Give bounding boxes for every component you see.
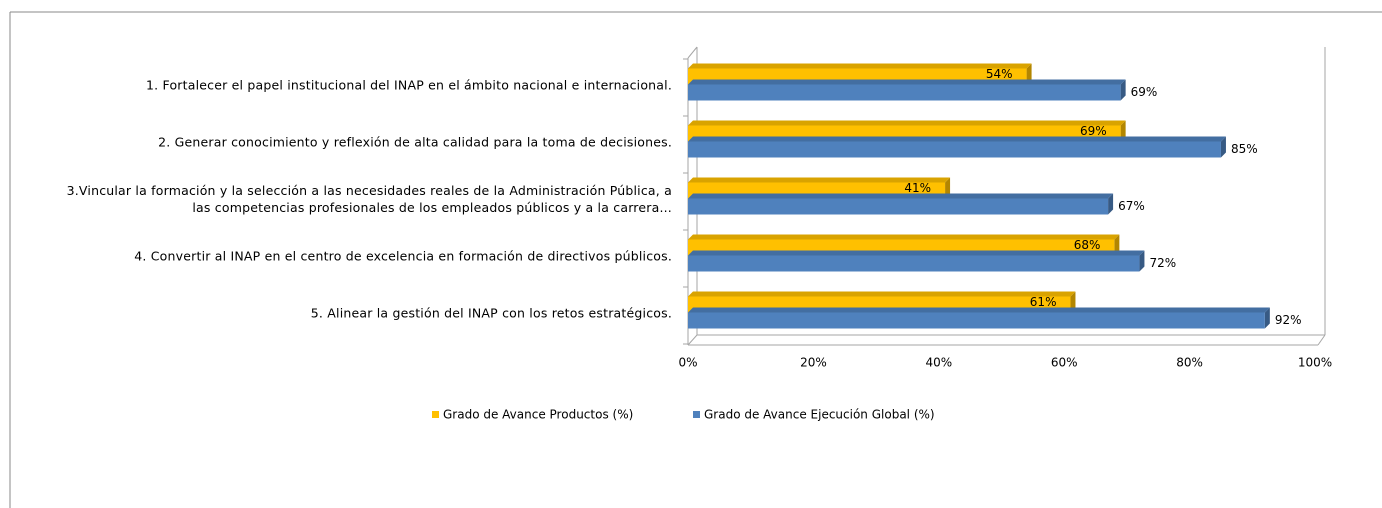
data-label: 92% bbox=[1275, 313, 1302, 327]
bar-side bbox=[1220, 136, 1226, 158]
legend-swatch bbox=[432, 411, 439, 418]
legend-label: Grado de Avance Productos (%) bbox=[443, 408, 633, 422]
data-label: 69% bbox=[1080, 124, 1107, 138]
data-label: 67% bbox=[1118, 199, 1145, 213]
x-tick-label: 60% bbox=[1051, 356, 1078, 370]
bar bbox=[688, 198, 1109, 215]
bar-top bbox=[688, 250, 1145, 256]
data-label: 61% bbox=[1030, 295, 1057, 309]
legend-swatch bbox=[693, 411, 700, 418]
bar bbox=[688, 141, 1221, 158]
bar-side bbox=[1120, 79, 1126, 101]
bar-side bbox=[1026, 63, 1032, 85]
y-tick-label: 4. Convertir al INAP en el centro de exc… bbox=[134, 248, 672, 263]
bar-top bbox=[688, 234, 1120, 240]
bar-side bbox=[945, 177, 951, 199]
bar-side bbox=[1264, 307, 1270, 329]
bar-top bbox=[688, 307, 1270, 313]
bar-side bbox=[1108, 193, 1114, 215]
bar-top bbox=[688, 120, 1126, 126]
data-label: 54% bbox=[986, 67, 1013, 81]
bar-side bbox=[1114, 234, 1120, 256]
x-tick-label: 80% bbox=[1176, 356, 1203, 370]
bar-top bbox=[688, 177, 951, 183]
y-tick-label: 3.Vincular la formación y la selección a… bbox=[66, 182, 672, 215]
legend-label: Grado de Avance Ejecución Global (%) bbox=[704, 408, 935, 422]
bar-top bbox=[688, 291, 1076, 297]
bar-top bbox=[688, 79, 1126, 85]
bar bbox=[688, 84, 1121, 101]
bar-top bbox=[688, 136, 1226, 142]
y-tick-label: 2. Generar conocimiento y reflexión de a… bbox=[158, 134, 672, 149]
bar-side bbox=[1139, 250, 1145, 272]
bar-side bbox=[1120, 120, 1126, 142]
data-label: 69% bbox=[1131, 85, 1158, 99]
x-tick-label: 0% bbox=[678, 356, 697, 370]
x-tick-label: 20% bbox=[800, 356, 827, 370]
bar-top bbox=[688, 193, 1114, 199]
data-label: 72% bbox=[1149, 256, 1176, 270]
data-label: 85% bbox=[1231, 142, 1258, 156]
bar-top bbox=[688, 63, 1032, 69]
data-label: 41% bbox=[904, 181, 931, 195]
x-tick-label: 100% bbox=[1298, 356, 1332, 370]
bar bbox=[688, 255, 1140, 272]
bar bbox=[688, 312, 1265, 329]
x-tick-label: 40% bbox=[925, 356, 952, 370]
y-tick-label: 5. Alinear la gestión del INAP con los r… bbox=[310, 305, 672, 320]
bar-side bbox=[1070, 291, 1076, 313]
data-label: 68% bbox=[1074, 238, 1101, 252]
y-tick-label: 1. Fortalecer el papel institucional del… bbox=[146, 77, 672, 92]
